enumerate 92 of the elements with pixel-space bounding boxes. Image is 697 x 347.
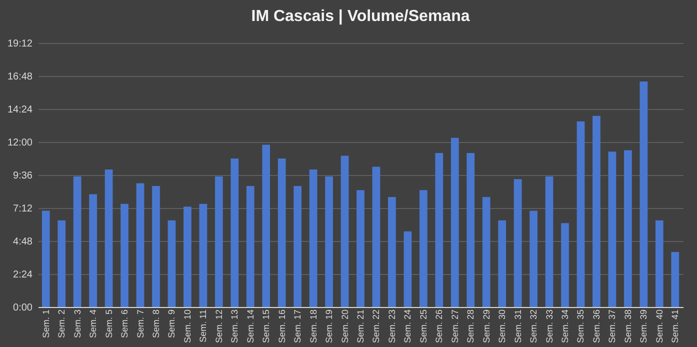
bar (372, 166, 380, 307)
bar (592, 116, 600, 307)
bar (576, 121, 585, 307)
bar (42, 210, 50, 307)
y-tick-label: 19:12 (7, 38, 33, 50)
x-tick-label: Sem. 38 (622, 310, 633, 344)
x-tick-label: Sem. 35 (576, 310, 586, 344)
bar (120, 204, 128, 307)
bar (325, 176, 333, 307)
x-tick-label: Sem. 13 (230, 310, 240, 344)
bar (73, 176, 82, 307)
x-tick-label: Sem. 18 (308, 310, 318, 344)
bar (136, 183, 144, 307)
y-tick-label: 12:00 (7, 138, 33, 148)
bar (104, 170, 113, 307)
x-tick-label: Sem. 14 (245, 310, 256, 344)
x-tick-label: Sem. 15 (261, 310, 272, 344)
bar (294, 186, 302, 307)
bar (152, 186, 160, 307)
y-tick-label: 4:48 (13, 236, 33, 248)
x-tick-label: Sem. 12 (214, 310, 224, 344)
bar (230, 158, 239, 307)
x-tick-label: Sem. 16 (276, 310, 287, 344)
x-tick-label: Sem. 4 (88, 310, 98, 338)
bar (214, 176, 223, 307)
y-tick-label: 14:24 (7, 104, 33, 116)
x-tick-label: Sem. 20 (340, 310, 350, 344)
x-tick-label: Sem. 25 (418, 310, 428, 344)
y-tick-label: 0:00 (13, 302, 33, 314)
x-tick-label: Sem. 30 (497, 310, 508, 344)
bar (58, 220, 66, 307)
bar (309, 170, 318, 307)
y-tick-label: 7:12 (13, 204, 33, 214)
bar (89, 194, 97, 307)
y-tick-label: 2:24 (13, 270, 33, 280)
x-tick-label: Sem. 37 (607, 310, 618, 344)
bar (278, 158, 286, 307)
x-tick-label: Sem. 8 (150, 310, 161, 338)
x-tick-label: Sem. 19 (324, 310, 334, 344)
bar (388, 197, 396, 307)
x-tick-label: Sem. 31 (512, 310, 523, 344)
bar (262, 144, 270, 307)
bar (482, 197, 490, 307)
x-tick-label: Sem. 22 (371, 310, 382, 344)
x-tick-label: Sem. 39 (638, 310, 649, 344)
x-tick-label: Sem. 21 (356, 310, 366, 344)
bar (514, 179, 522, 307)
x-tick-label: Sem. 32 (528, 310, 539, 344)
x-tick-label: Sem. 24 (402, 310, 413, 344)
bar (498, 220, 506, 307)
bar (608, 152, 616, 307)
bar (199, 204, 208, 307)
bar (545, 176, 554, 307)
bar (671, 252, 680, 307)
bar (640, 82, 648, 307)
x-tick-label: Sem. 2 (56, 310, 67, 338)
y-tick-label: 9:36 (13, 170, 33, 182)
bar (184, 206, 192, 307)
bar (356, 190, 364, 307)
bar (404, 231, 412, 307)
x-tick-label: Sem. 6 (120, 310, 130, 338)
y-tick-label: 16:48 (7, 72, 33, 82)
bar (655, 220, 664, 307)
bar (246, 186, 254, 307)
x-tick-label: Sem. 1 (40, 310, 51, 338)
x-tick-label: Sem. 41 (670, 310, 680, 344)
bar (466, 153, 475, 307)
bar (168, 220, 176, 307)
x-tick-label: Sem. 28 (466, 310, 476, 344)
x-tick-label: Sem. 29 (481, 310, 492, 344)
bar (435, 153, 444, 307)
x-tick-label: Sem. 17 (292, 310, 303, 344)
bar (624, 150, 632, 307)
bar (340, 156, 349, 307)
x-tick-label: Sem. 33 (544, 310, 554, 344)
bar (450, 138, 459, 307)
x-tick-label: Sem. 26 (434, 310, 444, 344)
x-tick-label: Sem. 3 (72, 310, 82, 338)
bar (530, 210, 538, 307)
x-tick-label: Sem. 36 (591, 310, 602, 344)
x-tick-label: Sem. 23 (386, 310, 397, 344)
chart-title: IM Cascais | Volume/Semana (251, 8, 470, 25)
x-tick-label: Sem. 9 (166, 310, 177, 338)
x-tick-label: Sem. 7 (135, 310, 146, 338)
x-tick-label: Sem. 40 (654, 310, 664, 344)
x-tick-label: Sem. 5 (104, 310, 114, 338)
x-tick-label: Sem. 34 (560, 310, 570, 344)
bar (561, 223, 569, 307)
bar (419, 190, 428, 307)
x-tick-label: Sem. 11 (198, 310, 208, 342)
x-tick-label: Sem. 27 (450, 310, 460, 344)
x-tick-label: Sem. 10 (182, 310, 192, 344)
